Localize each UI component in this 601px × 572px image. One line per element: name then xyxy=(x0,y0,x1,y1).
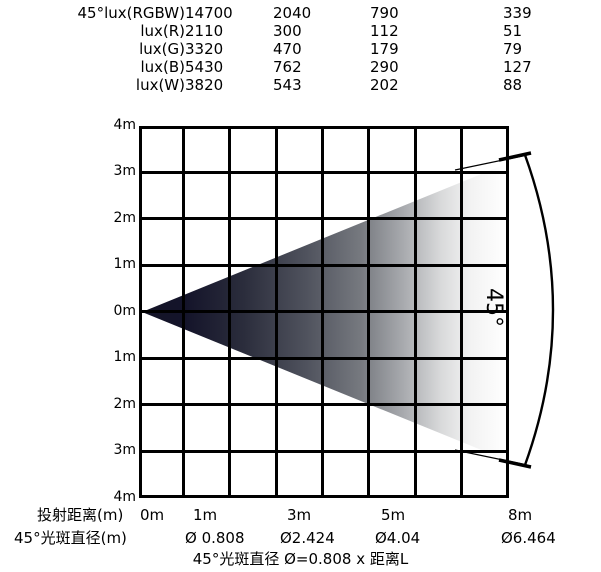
arrow-head-upper-icon xyxy=(498,151,532,162)
angle-arc xyxy=(523,154,555,466)
table-row: lux(W) 3820 543 202 88 xyxy=(0,76,601,94)
y-tick-label: 3m xyxy=(113,163,136,179)
cell-value: 470 xyxy=(273,40,302,58)
arrow-head-lower-icon xyxy=(498,458,532,469)
row-label: lux(B) xyxy=(140,58,185,76)
distance-axis: 投射距离(m) 0m 1m 3m 5m 8m xyxy=(0,504,601,526)
cell-value: 762 xyxy=(273,58,302,76)
gridline-horizontal xyxy=(139,356,509,360)
distance-tick-label: 5m xyxy=(381,506,406,524)
angle-label: 45° xyxy=(481,288,506,327)
cell-value: 179 xyxy=(370,40,399,58)
cell-value: 543 xyxy=(273,76,302,94)
lux-data-table: 45°lux(RGBW) 14700 2040 790 339 lux(R) 2… xyxy=(0,4,601,94)
cell-value: 79 xyxy=(503,40,523,58)
y-tick-label: 2m xyxy=(113,396,136,412)
row-label: lux(G) xyxy=(139,40,185,58)
gridline-horizontal xyxy=(139,263,509,267)
cell-value: 300 xyxy=(273,22,302,40)
y-tick-label: 3m xyxy=(113,442,136,458)
cell-value: 88 xyxy=(503,76,523,94)
diameter-value: Ø6.464 xyxy=(501,529,556,547)
y-tick-label: 4m xyxy=(113,117,136,133)
angle-indicator xyxy=(454,151,555,469)
diameter-value: Ø 0.808 xyxy=(185,529,245,547)
distance-row-label: 投射距离(m) xyxy=(37,506,124,524)
y-tick-label: 1m xyxy=(113,256,136,272)
cell-value: 127 xyxy=(503,58,532,76)
table-row: lux(G) 3320 470 179 79 xyxy=(0,40,601,58)
cell-value: 14700 xyxy=(185,4,233,22)
gridline-horizontal xyxy=(139,170,509,174)
diameter-value: Ø2.424 xyxy=(280,529,335,547)
y-tick-label: 0m xyxy=(113,303,136,319)
row-label: lux(R) xyxy=(140,22,185,40)
distance-tick-label: 3m xyxy=(287,506,312,524)
y-tick-label: 1m xyxy=(113,349,136,365)
spot-diameter-formula: 45°光斑直径 Ø=0.808 x 距离L xyxy=(192,550,409,568)
cell-value: 2040 xyxy=(273,4,312,22)
cell-value: 2110 xyxy=(185,22,224,40)
diameter-value: Ø4.04 xyxy=(375,529,421,547)
cell-value: 290 xyxy=(370,58,399,76)
cell-value: 3820 xyxy=(185,76,224,94)
distance-tick-label: 0m xyxy=(140,506,165,524)
gridline-horizontal xyxy=(139,310,509,313)
gridline-horizontal xyxy=(139,449,509,453)
cell-value: 112 xyxy=(370,22,399,40)
diameter-row-label: 45°光斑直径(m) xyxy=(14,529,127,547)
beam-chart xyxy=(139,126,509,498)
y-axis: 4m 3m 2m 1m 0m 1m 2m 3m 4m xyxy=(100,118,136,508)
gridline-horizontal xyxy=(139,217,509,220)
cell-value: 3320 xyxy=(185,40,224,58)
table-row: lux(R) 2110 300 112 51 xyxy=(0,22,601,40)
cell-value: 51 xyxy=(503,22,523,40)
row-label: lux(W) xyxy=(135,76,185,94)
cell-value: 790 xyxy=(370,4,399,22)
table-row: lux(B) 5430 762 290 127 xyxy=(0,58,601,76)
spot-diameter-axis: 45°光斑直径(m) Ø 0.808 Ø2.424 Ø4.04 Ø6.464 xyxy=(0,527,601,549)
y-tick-label: 4m xyxy=(113,489,136,505)
distance-tick-label: 1m xyxy=(193,506,218,524)
cell-value: 5430 xyxy=(185,58,224,76)
cell-value: 339 xyxy=(503,4,532,22)
y-tick-label: 2m xyxy=(113,210,136,226)
table-row: 45°lux(RGBW) 14700 2040 790 339 xyxy=(0,4,601,22)
row-label: 45°lux(RGBW) xyxy=(77,4,185,22)
cell-value: 202 xyxy=(370,76,399,94)
distance-tick-label: 8m xyxy=(508,506,533,524)
gridline-horizontal xyxy=(139,403,509,406)
